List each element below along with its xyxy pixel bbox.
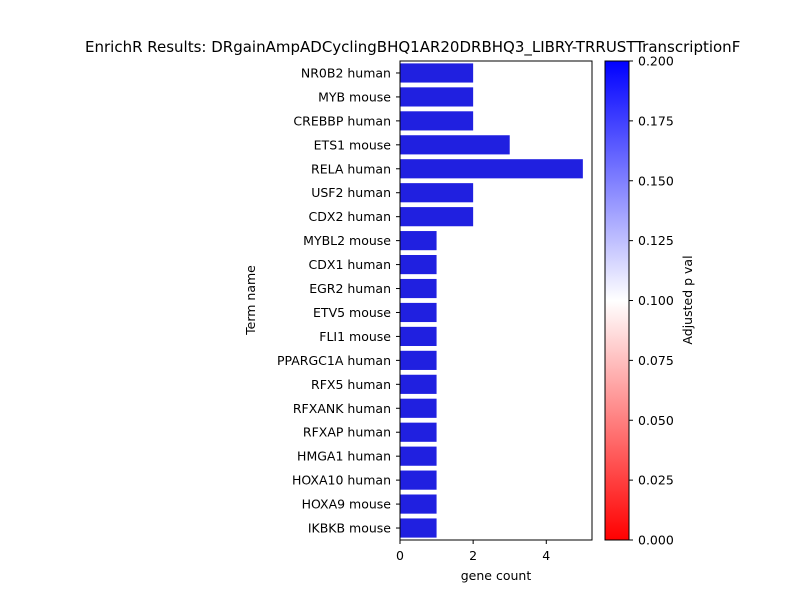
colorbar-tick-label: 0.100 xyxy=(638,293,674,308)
colorbar xyxy=(604,60,630,541)
bar xyxy=(400,159,583,179)
y-tick-label: RFXANK human xyxy=(293,401,391,416)
plot-frame xyxy=(399,60,593,541)
bar xyxy=(400,446,437,466)
bar xyxy=(400,254,437,275)
y-tick-label: MYBL2 mouse xyxy=(303,233,391,248)
bar xyxy=(400,422,437,442)
bar xyxy=(400,111,474,131)
bar xyxy=(400,63,474,83)
y-tick-label: PPARGC1A human xyxy=(277,353,391,368)
x-ticks: 0 2 4 xyxy=(396,540,550,563)
bar xyxy=(400,183,474,203)
y-tick-label: EGR2 human xyxy=(309,281,391,296)
bar xyxy=(400,302,437,323)
y-tick-label: ETS1 mouse xyxy=(314,137,392,152)
bar xyxy=(400,231,437,251)
colorbar-tick-label: 0.125 xyxy=(638,233,674,248)
x-tick-label: 2 xyxy=(469,548,477,563)
y-tick-label: CDX2 human xyxy=(309,209,391,224)
colorbar-ticks: 0.000 0.025 0.050 0.075 0.100 0.125 0.150 0.175… xyxy=(629,54,674,548)
colorbar-tick-label: 0.175 xyxy=(638,113,674,128)
y-tick-label: HOXA9 mouse xyxy=(302,497,392,512)
bar xyxy=(400,350,437,370)
colorbar-label: Adjusted p val xyxy=(680,255,695,344)
bar xyxy=(400,278,437,299)
bar xyxy=(400,494,437,514)
x-tick-label: 0 xyxy=(396,548,404,563)
y-axis-label: Term name xyxy=(243,265,258,336)
chart-title: EnrichR Results: DRgainAmpADCyclingBHQ1A… xyxy=(85,38,740,57)
bar xyxy=(400,470,437,490)
colorbar-tick-label: 0.200 xyxy=(638,54,674,69)
bar xyxy=(400,87,474,107)
y-tick-label: ETV5 mouse xyxy=(313,305,391,320)
colorbar-tick-label: 0.150 xyxy=(638,173,674,188)
bar xyxy=(400,135,510,155)
bar xyxy=(400,326,437,347)
bar xyxy=(400,518,437,538)
y-tick-label: RELA human xyxy=(311,161,391,176)
y-tick-labels: NR0B2 human MYB mouse CREBBP human ETS1 mou… xyxy=(277,65,400,536)
colorbar-tick-label: 0.000 xyxy=(638,533,674,548)
colorbar-tick-label: 0.075 xyxy=(638,353,674,368)
x-tick-label: 4 xyxy=(542,548,550,563)
y-tick-label: USF2 human xyxy=(311,185,391,200)
y-tick-label: MYB mouse xyxy=(318,89,391,104)
x-axis-label: gene count xyxy=(461,568,532,583)
bar xyxy=(400,398,437,418)
bar-group xyxy=(400,63,583,538)
y-tick-label: HOXA10 human xyxy=(292,473,391,488)
colorbar-tick-label: 0.025 xyxy=(638,473,674,488)
y-tick-label: HMGA1 human xyxy=(297,449,391,464)
bar xyxy=(400,374,437,394)
bar xyxy=(400,207,474,227)
y-tick-label: CDX1 human xyxy=(309,257,391,272)
y-tick-label: RFX5 human xyxy=(311,377,391,392)
y-tick-label: FLI1 mouse xyxy=(319,329,391,344)
y-tick-label: CREBBP human xyxy=(293,113,391,128)
colorbar-tick-label: 0.050 xyxy=(638,413,674,428)
y-tick-label: RFXAP human xyxy=(303,425,391,440)
y-tick-label: NR0B2 human xyxy=(301,65,391,80)
y-tick-label: IKBKB mouse xyxy=(308,521,391,536)
